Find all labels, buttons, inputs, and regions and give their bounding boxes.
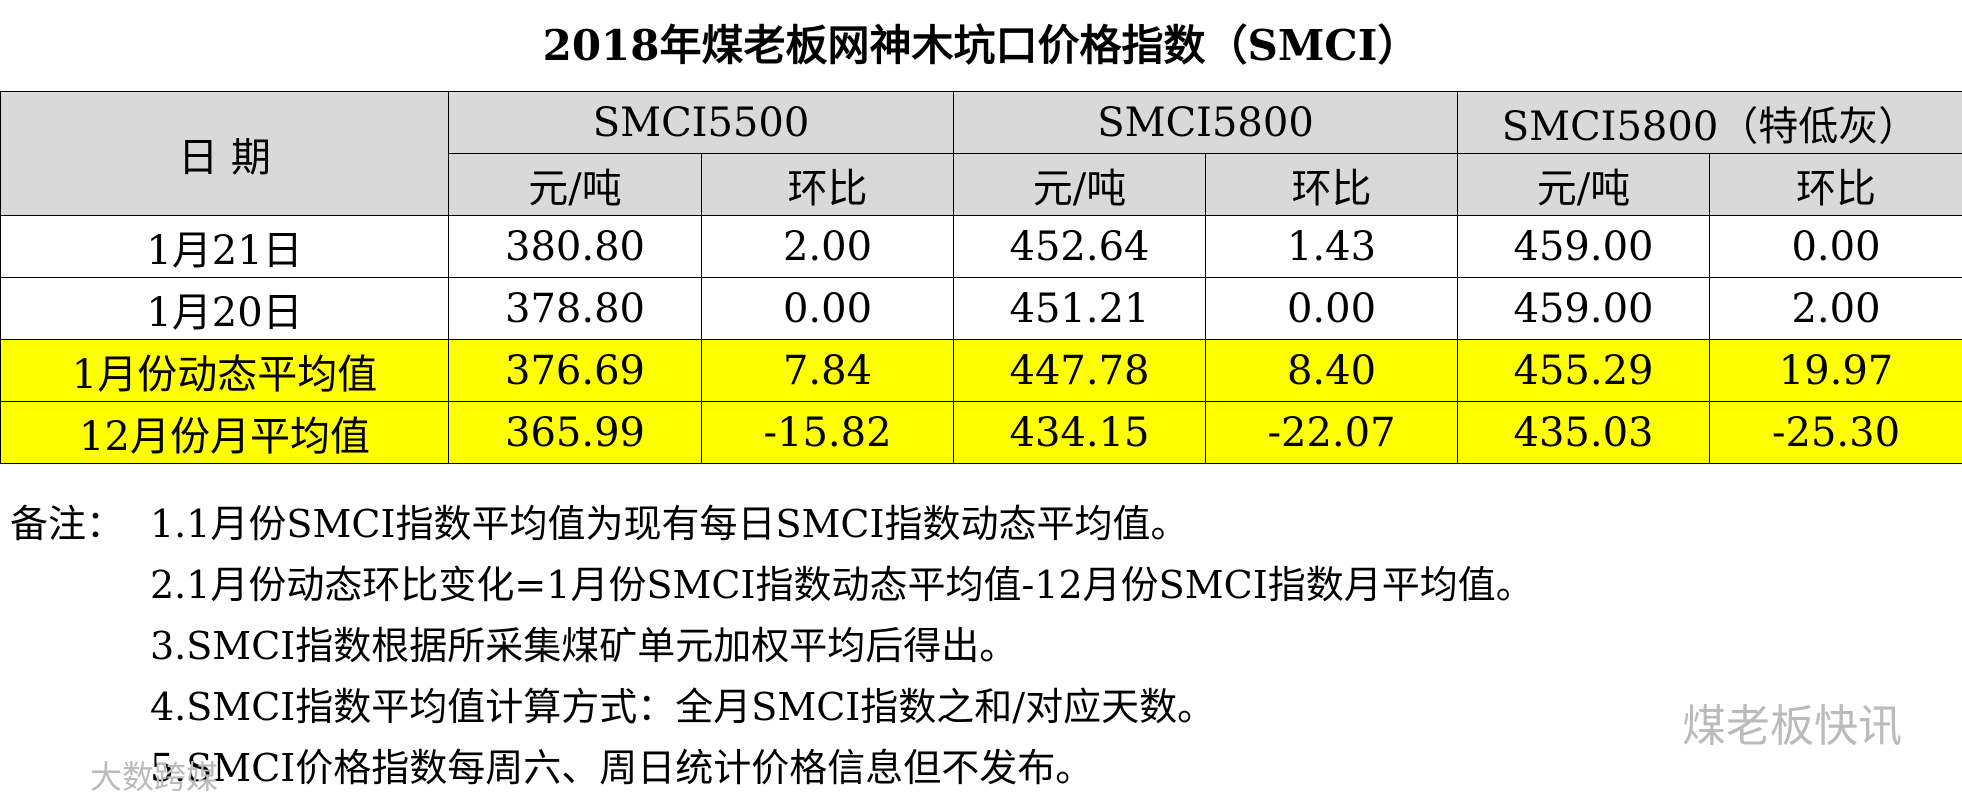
header-sub: 环比 <box>701 153 954 216</box>
header-row: 元/吨 环比 元/吨 环比 元/吨 环比 <box>1 153 1962 216</box>
header-sub: 环比 <box>1205 153 1458 216</box>
header-group: SMCI5800 <box>953 91 1458 154</box>
cell: 455.29 <box>1457 339 1710 402</box>
data-row: 1月21日 380.80 2.00 452.64 1.43 459.00 0.00 <box>0 215 1962 278</box>
note-item: 1.1月份SMCI指数平均值为现有每日SMCI指数动态平均值。 <box>150 502 1189 546</box>
row-label: 12月份月平均值 <box>0 401 449 464</box>
cell: 380.80 <box>448 215 702 278</box>
header-sub: 元/吨 <box>1457 153 1710 216</box>
cell: 365.99 <box>448 401 702 464</box>
row-label: 1月份动态平均值 <box>0 339 449 402</box>
data-row: 12月份月平均值 365.99 -15.82 434.15 -22.07 435.03 -2… <box>0 401 1962 464</box>
note-item: 5.SMCI价格指数每周六、周日统计价格信息但不发布。 <box>150 746 1094 790</box>
note-item: 2.1月份动态环比变化=1月份SMCI指数动态平均值-12月份SMCI指数月平均… <box>150 563 1534 607</box>
price-table: 日 期 SMCI5500 SMCI5800 SMCI5800（特低灰） 元/吨 环比 元/吨… <box>0 91 1962 464</box>
cell: 378.80 <box>448 277 702 340</box>
cell: 1.43 <box>1205 215 1458 278</box>
cell: 376.69 <box>448 339 702 402</box>
cell: 0.00 <box>1205 277 1458 340</box>
cell: 434.15 <box>953 401 1206 464</box>
row-label: 1月20日 <box>0 277 449 340</box>
header-cell: 日 期 <box>0 91 449 216</box>
header-row: 日 期 SMCI5500 SMCI5800 SMCI5800（特低灰） <box>0 91 1962 216</box>
row-label: 1月21日 <box>0 215 449 278</box>
cell: 452.64 <box>953 215 1206 278</box>
header-group: SMCI5500 <box>448 91 954 154</box>
title: 2018年煤老板网神木坑口价格指数（SMCI） <box>542 21 1420 70</box>
cell: 8.40 <box>1205 339 1458 402</box>
notes-label: 备注： <box>10 502 125 546</box>
header-group: SMCI5800（特低灰） <box>1457 91 1962 154</box>
cell: 0.00 <box>1709 215 1962 278</box>
data-row: 1月20日 378.80 0.00 451.21 0.00 459.00 2.00 <box>0 277 1962 340</box>
cell: 451.21 <box>953 277 1206 340</box>
cell: 2.00 <box>1709 277 1962 340</box>
cell: -22.07 <box>1205 401 1458 464</box>
cell: 435.03 <box>1457 401 1710 464</box>
data-row: 1月份动态平均值 376.69 7.84 447.78 8.40 455.29 19.97 <box>0 339 1962 402</box>
cell: 0.00 <box>701 277 954 340</box>
cell: -25.30 <box>1709 401 1962 464</box>
watermark: 煤老板快讯 <box>1682 701 1902 752</box>
cell: 447.78 <box>953 339 1206 402</box>
cell: 7.84 <box>701 339 954 402</box>
watermark: 大数跨媒 <box>90 758 219 796</box>
cell: 459.00 <box>1457 215 1710 278</box>
note-item: 3.SMCI指数根据所采集煤矿单元加权平均后得出。 <box>150 624 1018 668</box>
cell: 2.00 <box>701 215 954 278</box>
header-sub: 元/吨 <box>448 153 702 216</box>
header-sub: 元/吨 <box>953 153 1206 216</box>
header-sub: 环比 <box>1709 153 1962 216</box>
cell: -15.82 <box>701 401 954 464</box>
cell: 19.97 <box>1709 339 1962 402</box>
cell: 459.00 <box>1457 277 1710 340</box>
note-item: 4.SMCI指数平均值计算方式：全月SMCI指数之和/对应天数。 <box>150 685 1216 729</box>
notes: 备注： 1.1月份SMCI指数平均值为现有每日SMCI指数动态平均值。 2.1月份… <box>0 463 1962 803</box>
